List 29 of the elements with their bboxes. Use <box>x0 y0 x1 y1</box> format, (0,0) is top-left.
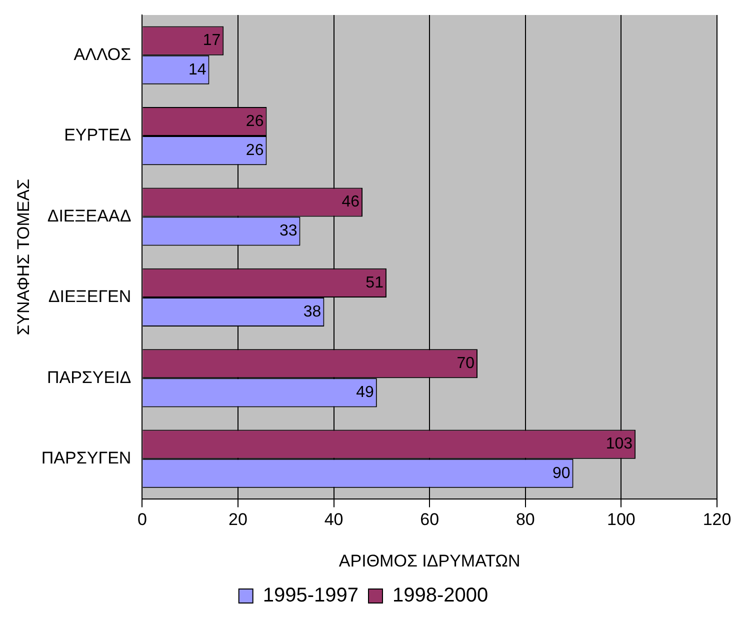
y-tick-label: ΠΑΡΣΥΕΙΔ <box>46 368 132 387</box>
data-label: 49 <box>356 384 374 402</box>
data-label: 51 <box>366 274 384 292</box>
x-tick-label: 20 <box>228 510 248 530</box>
x-tick-label: 120 <box>702 510 732 530</box>
legend-label: 1995-1997 <box>262 584 359 607</box>
y-tick-label: ΔΙΕΞΕΑΑΔ <box>47 206 132 226</box>
y-tick-label: ΠΑΡΣΥΓΕΝ <box>41 448 132 468</box>
data-label: 38 <box>303 303 322 320</box>
x-tick-label: 40 <box>324 510 344 530</box>
data-label: 70 <box>456 355 475 372</box>
x-axis-title: ΑΡΙΘΜΟΣ ΙΔΡΥΜΑΤΩΝ <box>338 551 520 570</box>
x-tick-label: 60 <box>420 510 440 530</box>
data-label: 103 <box>606 436 633 453</box>
data-label: 46 <box>342 194 360 211</box>
x-tick-label: 0 <box>137 510 147 530</box>
data-label: 14 <box>188 61 206 78</box>
y-axis-title: ΣΥΝΑΦΗΣ ΤΟΜΕΑΣ <box>14 178 33 336</box>
data-label: 90 <box>552 464 570 482</box>
data-label: 33 <box>279 222 298 240</box>
y-tick-label: ΕΥΡΤΕΔ <box>64 126 132 145</box>
legend-label: 1998-2000 <box>392 584 488 607</box>
y-tick-label: ΑΛΛΟΣ <box>74 45 132 64</box>
x-tick-label: 80 <box>516 510 535 530</box>
data-label: 17 <box>202 32 221 50</box>
data-label: 26 <box>246 112 264 130</box>
data-label: 26 <box>246 142 264 159</box>
x-tick-label: 100 <box>607 510 636 530</box>
y-tick-label: ΔΙΕΞΕΓΕΝ <box>48 287 132 306</box>
